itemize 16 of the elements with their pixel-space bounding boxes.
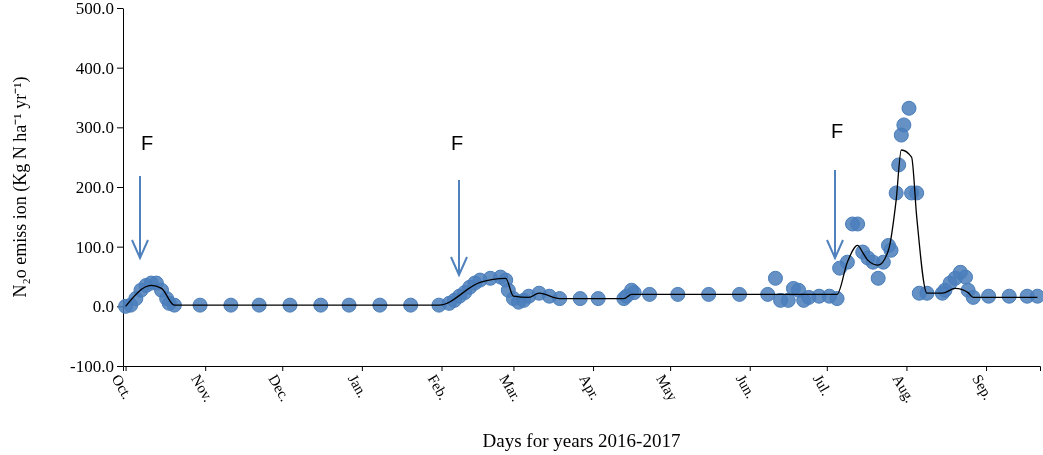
y-tick-label: 100.0 xyxy=(75,237,114,257)
x-tick-label: Jun. xyxy=(732,371,759,402)
y-tick-label: 400.0 xyxy=(75,58,114,78)
x-tick-label: Jan. xyxy=(344,371,371,401)
y-tick-label: 500.0 xyxy=(75,0,114,18)
y-tick-label: 0.0 xyxy=(92,297,114,317)
x-axis-title: Days for years 2016-2017 xyxy=(482,430,681,451)
x-tick-label: Jul. xyxy=(809,371,835,399)
annotation: F xyxy=(830,120,844,142)
y-tick-label: 200.0 xyxy=(75,177,114,197)
annotation: F xyxy=(450,132,464,154)
y-tick-label: 300.0 xyxy=(75,118,114,138)
x-tick-label: Sep. xyxy=(969,371,997,403)
annotation: F xyxy=(140,132,154,154)
y-axis-title: N₂o emiss ion (Kg N ha⁻¹ yr⁻¹) xyxy=(10,76,31,298)
x-tick-label: Apr. xyxy=(576,371,604,403)
